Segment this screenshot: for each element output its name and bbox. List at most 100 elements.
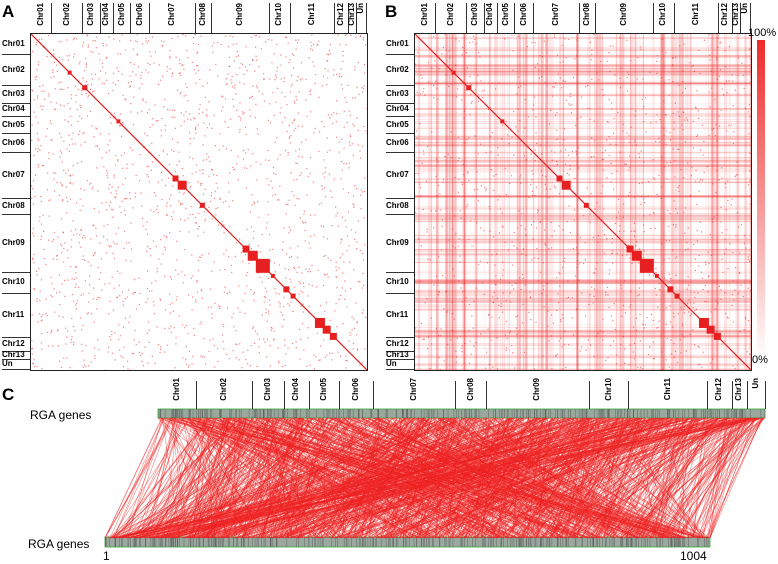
similarity-cell xyxy=(187,332,189,335)
similarity-cell xyxy=(638,153,640,155)
similarity-cell xyxy=(561,314,563,316)
similarity-cell xyxy=(232,200,234,202)
similarity-cell xyxy=(148,165,150,167)
similarity-cell xyxy=(526,45,529,48)
similarity-cell xyxy=(310,111,312,113)
similarity-cell xyxy=(123,198,125,200)
similarity-cell xyxy=(628,73,630,75)
similarity-cell xyxy=(677,361,679,363)
link-group xyxy=(104,417,765,539)
similarity-cell xyxy=(276,66,279,69)
similarity-stripe xyxy=(483,34,485,370)
similarity-cell xyxy=(311,264,313,266)
similarity-cell xyxy=(623,203,625,205)
similarity-cell xyxy=(362,284,365,286)
similarity-cell xyxy=(98,53,100,55)
similarity-cell xyxy=(586,187,588,189)
similarity-cell xyxy=(655,60,658,63)
similarity-stripe xyxy=(415,145,751,147)
similarity-cell xyxy=(669,161,672,164)
left-chr-label: Chr04 xyxy=(2,104,25,114)
similarity-stripe xyxy=(415,336,751,338)
similarity-stripe xyxy=(415,71,751,73)
similarity-cell xyxy=(724,239,726,241)
similarity-cell xyxy=(749,353,751,355)
similarity-cell xyxy=(92,254,94,257)
similarity-cell xyxy=(242,64,244,66)
similarity-cell xyxy=(577,147,580,149)
similarity-cell xyxy=(283,227,285,229)
similarity-cell xyxy=(665,239,667,241)
similarity-cell xyxy=(668,79,670,81)
similarity-cell xyxy=(68,144,71,146)
similarity-cell xyxy=(748,133,750,135)
similarity-stripe xyxy=(415,282,751,284)
similarity-cell xyxy=(744,107,747,109)
similarity-cell xyxy=(683,211,685,213)
similarity-cell xyxy=(308,283,310,285)
similarity-cell xyxy=(273,330,275,332)
similarity-cell xyxy=(154,51,157,53)
similarity-cell xyxy=(56,181,58,184)
similarity-cell xyxy=(34,174,37,176)
similarity-cell xyxy=(180,202,182,204)
similarity-cell xyxy=(578,167,580,169)
similarity-cell xyxy=(684,119,686,121)
heatmap-a xyxy=(30,33,368,371)
similarity-stripe xyxy=(415,195,751,198)
similarity-cell xyxy=(623,230,625,232)
similarity-cell xyxy=(699,72,701,74)
similarity-cell xyxy=(732,251,734,254)
similarity-cell xyxy=(45,135,47,137)
similarity-cell xyxy=(50,122,52,125)
similarity-cell xyxy=(169,312,172,314)
similarity-cell xyxy=(640,48,642,50)
similarity-cell xyxy=(438,184,440,186)
similarity-cell xyxy=(80,144,82,146)
similarity-cell xyxy=(239,102,241,104)
similarity-cell xyxy=(111,331,113,333)
similarity-cell xyxy=(701,277,703,279)
similarity-cell xyxy=(641,195,643,197)
similarity-cell xyxy=(657,326,659,329)
similarity-cell xyxy=(679,45,681,47)
similarity-cell xyxy=(310,45,313,47)
similarity-cell xyxy=(471,315,473,317)
similarity-stripe xyxy=(621,34,624,370)
similarity-cell xyxy=(590,156,592,158)
similarity-cell xyxy=(182,34,184,36)
similarity-cell xyxy=(60,88,63,90)
similarity-cell xyxy=(254,70,256,72)
similarity-cell xyxy=(335,269,337,271)
similarity-cell xyxy=(189,143,191,145)
similarity-cell xyxy=(666,162,668,164)
similarity-cell xyxy=(321,185,323,187)
similarity-cell xyxy=(256,365,258,368)
similarity-cell xyxy=(142,98,144,100)
similarity-cell xyxy=(67,279,69,281)
similarity-cell xyxy=(125,259,127,261)
similarity-cell xyxy=(463,174,465,176)
similarity-cell xyxy=(32,203,34,205)
similarity-cell xyxy=(85,92,87,95)
similarity-cell xyxy=(612,319,614,322)
similarity-cell xyxy=(130,81,132,83)
similarity-cell xyxy=(575,55,578,57)
similarity-cell xyxy=(76,302,78,304)
similarity-cell xyxy=(515,327,517,329)
similarity-cell xyxy=(362,145,364,147)
similarity-cell xyxy=(104,283,106,285)
similarity-cell xyxy=(463,110,465,112)
similarity-cell xyxy=(245,274,247,277)
similarity-cell xyxy=(230,118,232,120)
similarity-cell xyxy=(643,224,645,226)
similarity-cell xyxy=(266,222,268,224)
similarity-cell xyxy=(160,135,162,137)
similarity-cell xyxy=(187,118,189,120)
similarity-cell xyxy=(146,332,148,334)
similarity-cell xyxy=(574,275,577,277)
similarity-cell xyxy=(678,115,680,117)
similarity-cell xyxy=(152,301,155,303)
similarity-cell xyxy=(322,75,325,77)
similarity-cell xyxy=(614,222,617,225)
